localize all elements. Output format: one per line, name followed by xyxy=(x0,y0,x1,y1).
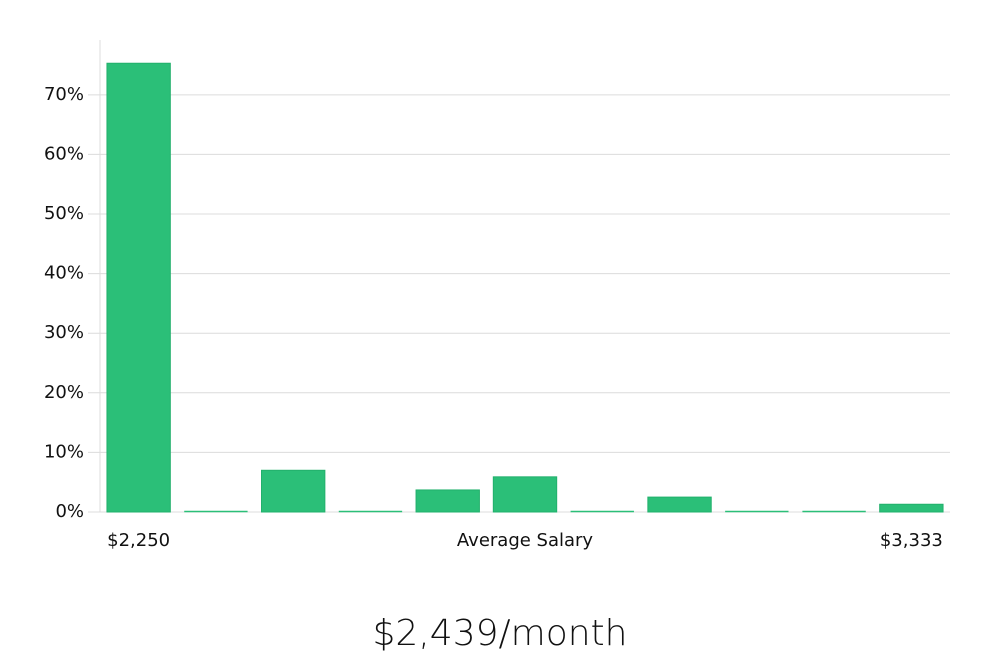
bar xyxy=(492,476,558,513)
y-tick-label: 40% xyxy=(44,263,84,284)
bar xyxy=(879,503,944,513)
y-tick-label: 10% xyxy=(44,441,84,462)
bar xyxy=(415,489,480,513)
y-tick-label: 20% xyxy=(44,382,84,403)
y-tick-label: 0% xyxy=(55,501,84,522)
bar xyxy=(106,62,171,513)
x-tick-label: $2,250 xyxy=(107,530,170,551)
caption: $2,439/month xyxy=(373,613,628,654)
bar xyxy=(647,496,712,513)
x-axis-label: Average Salary xyxy=(457,530,594,551)
x-tick-label: $3,333 xyxy=(880,530,943,551)
y-tick-label: 70% xyxy=(44,84,84,105)
y-tick-label: 60% xyxy=(44,143,84,164)
y-tick-label: 50% xyxy=(44,203,84,224)
bar xyxy=(261,469,326,513)
y-tick-label: 30% xyxy=(44,322,84,343)
